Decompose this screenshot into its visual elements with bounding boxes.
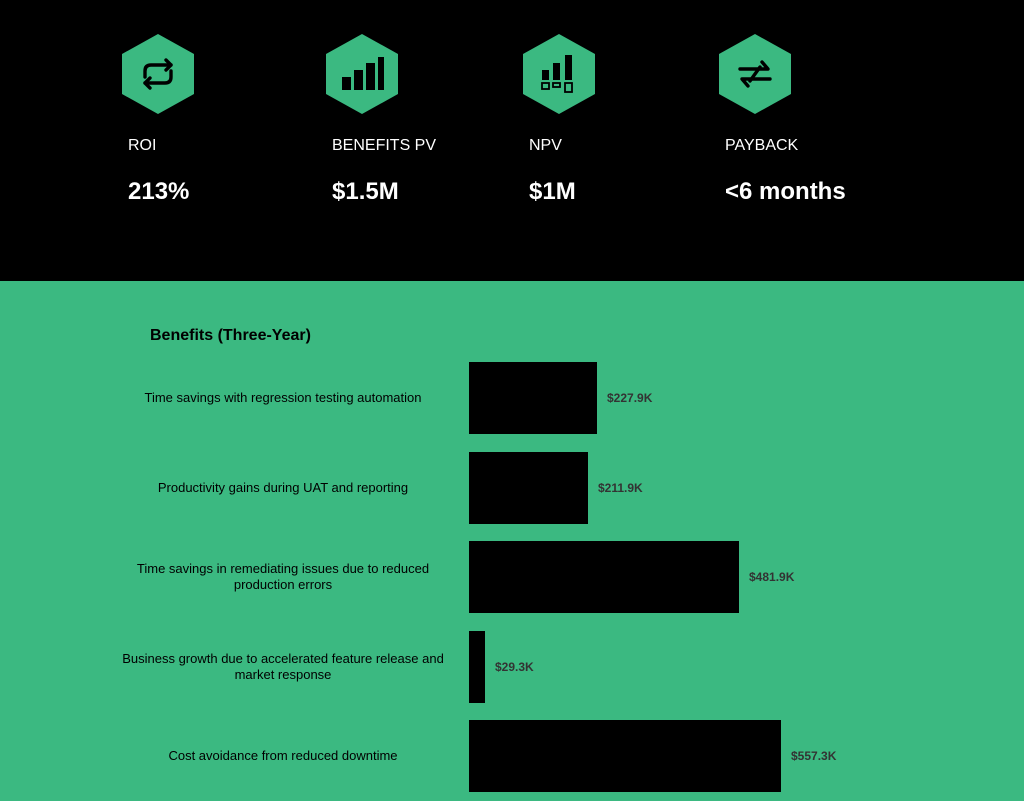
refresh-arrows-icon bbox=[122, 34, 194, 114]
bar-value-label: $227.9K bbox=[607, 391, 653, 405]
bar-value-label: $557.3K bbox=[791, 749, 837, 763]
bar-chart-boxes-icon bbox=[523, 34, 595, 114]
category-label: Time savings in remediating issues due t… bbox=[136, 561, 430, 592]
bar-value-label: $29.3K bbox=[495, 660, 534, 674]
metric-value: $1M bbox=[529, 178, 576, 205]
category-label: Time savings with regression testing aut… bbox=[144, 390, 422, 405]
metric-label: PAYBACK bbox=[725, 137, 799, 154]
bar-chart-icon bbox=[326, 34, 398, 114]
chart-title: Benefits (Three-Year) bbox=[150, 327, 311, 344]
benefit-bar bbox=[469, 631, 485, 703]
metric-value: 213% bbox=[128, 178, 190, 205]
category-label: Cost avoidance from reduced downtime bbox=[168, 748, 398, 763]
benefit-bar bbox=[469, 720, 781, 792]
metric-roi: ROI 213% bbox=[121, 33, 301, 205]
metric-label: NPV bbox=[529, 137, 562, 154]
category-label: Business growth due to accelerated featu… bbox=[122, 651, 444, 682]
metric-npv: NPV $1M bbox=[522, 33, 702, 205]
bar-value-label: $211.9K bbox=[598, 481, 643, 495]
metric-label: ROI bbox=[128, 137, 157, 154]
swap-arrows-icon bbox=[719, 34, 791, 114]
metric-payback: PAYBACK <6 months bbox=[718, 33, 898, 205]
metric-value: $1.5M bbox=[332, 178, 399, 205]
benefit-bar bbox=[469, 362, 597, 434]
metric-value: <6 months bbox=[725, 178, 846, 205]
metrics-header: ROI 213% BENEFITS PV $1.5M bbox=[0, 0, 1024, 281]
benefit-bar bbox=[469, 541, 739, 613]
metric-label: BENEFITS PV bbox=[332, 137, 437, 154]
bar-value-label: $481.9K bbox=[749, 570, 795, 584]
category-label: Productivity gains during UAT and report… bbox=[157, 480, 409, 495]
metric-benefits-pv: BENEFITS PV $1.5M bbox=[325, 33, 505, 205]
benefit-bar bbox=[469, 452, 588, 524]
